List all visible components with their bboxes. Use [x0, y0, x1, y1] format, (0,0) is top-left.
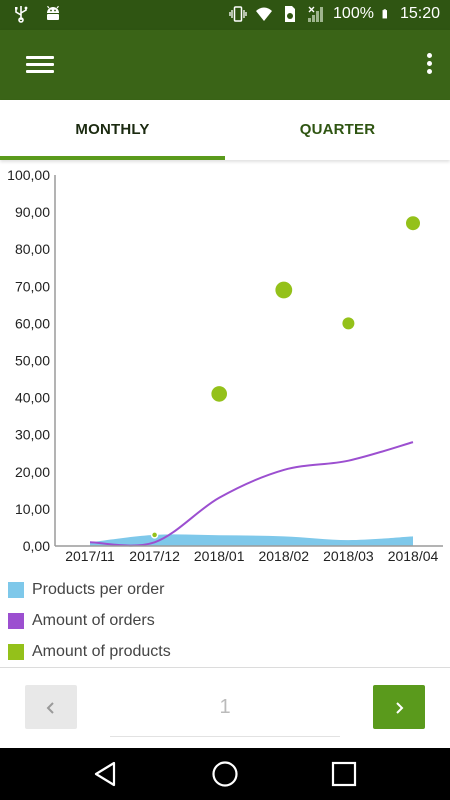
data-point-amount-of-products	[150, 531, 159, 539]
overflow-icon[interactable]	[424, 50, 434, 80]
home-icon[interactable]	[210, 759, 240, 789]
vibrate-icon	[229, 6, 247, 22]
menu-icon[interactable]	[26, 52, 54, 76]
series-amount-of-products-points	[150, 216, 420, 539]
y-tick-label: 90,00	[15, 204, 50, 220]
y-tick-label: 60,00	[15, 315, 50, 331]
tab-monthly[interactable]: MONTHLY	[75, 121, 150, 138]
pager: 1	[0, 668, 450, 748]
legend-label: Products per order	[32, 581, 165, 598]
tab-indicator	[0, 156, 225, 160]
y-tick-label: 0,00	[23, 538, 50, 554]
y-tick-label: 10,00	[15, 501, 50, 517]
x-axis-ticks: 2017/11 2017/12 2018/01 2018/02 2018/03 2018/…	[65, 548, 438, 564]
series-products-per-order-area	[90, 534, 413, 546]
page-underline	[110, 736, 340, 737]
y-axis-ticks: 0,00 10,00 20,00 30,00 40,00 50,00 60,00 70,00 8…	[7, 167, 50, 554]
tab-quarter[interactable]: QUARTER	[299, 121, 376, 138]
legend-item-amount-of-products: Amount of products	[8, 640, 171, 664]
legend-item-amount-of-orders: Amount of orders	[8, 609, 155, 633]
legend-label: Amount of products	[32, 643, 171, 660]
signal-icon	[308, 6, 324, 22]
android-icon	[47, 5, 59, 20]
app-bar	[0, 30, 450, 100]
legend-swatch	[8, 644, 24, 660]
x-tick-label: 2018/04	[388, 548, 439, 564]
divider	[0, 667, 450, 668]
y-tick-label: 80,00	[15, 241, 50, 257]
wifi-icon	[256, 7, 273, 21]
x-tick-label: 2018/03	[323, 548, 374, 564]
legend-label: Amount of orders	[32, 612, 155, 629]
next-page-button[interactable]	[373, 685, 425, 729]
x-tick-label: 2017/12	[129, 548, 180, 564]
clock: 15:20	[399, 5, 440, 22]
legend-item-products-per-order: Products per order	[8, 578, 165, 602]
battery-icon	[382, 9, 387, 19]
data-point-amount-of-products	[342, 317, 355, 330]
battery-percent: 100%	[333, 5, 374, 22]
back-icon[interactable]	[90, 759, 120, 789]
legend-swatch	[8, 613, 24, 629]
y-tick-label: 30,00	[15, 427, 50, 443]
x-tick-label: 2018/02	[258, 548, 309, 564]
tab-bar: MONTHLY QUARTER	[0, 100, 450, 160]
chevron-right-icon	[396, 702, 404, 714]
status-bar: 100% 15:20	[0, 0, 450, 30]
y-tick-label: 50,00	[15, 353, 50, 369]
x-tick-label: 2017/11	[65, 548, 115, 564]
usb-icon	[15, 6, 28, 23]
legend-swatch	[8, 582, 24, 598]
page-number: 1	[219, 696, 231, 718]
series-amount-of-orders-line	[89, 441, 414, 547]
chart: 0,00 10,00 20,00 30,00 40,00 50,00 60,00 70,00 8…	[7, 167, 443, 564]
data-point-amount-of-products	[406, 216, 420, 231]
chevron-left-icon	[46, 702, 54, 714]
recents-icon[interactable]	[329, 759, 359, 789]
y-tick-label: 40,00	[15, 390, 50, 406]
y-tick-label: 20,00	[15, 464, 50, 480]
data-point-amount-of-products	[275, 281, 293, 299]
data-point-amount-of-products	[211, 386, 227, 402]
navigation-bar	[0, 748, 450, 800]
sim-icon	[285, 6, 296, 22]
previous-page-button[interactable]	[25, 685, 77, 729]
y-tick-label: 100,00	[7, 167, 50, 183]
x-tick-label: 2018/01	[194, 548, 245, 564]
y-tick-label: 70,00	[15, 278, 50, 294]
